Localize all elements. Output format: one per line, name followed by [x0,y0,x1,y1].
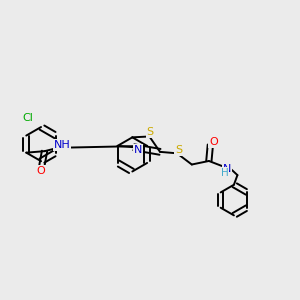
Text: S: S [146,127,154,137]
Text: Cl: Cl [22,113,33,123]
Text: N: N [134,145,142,154]
Text: O: O [209,137,218,147]
Text: S: S [175,146,182,155]
Text: N: N [223,164,231,174]
Text: NH: NH [54,140,70,150]
Text: O: O [37,166,45,176]
Text: H: H [221,168,229,178]
